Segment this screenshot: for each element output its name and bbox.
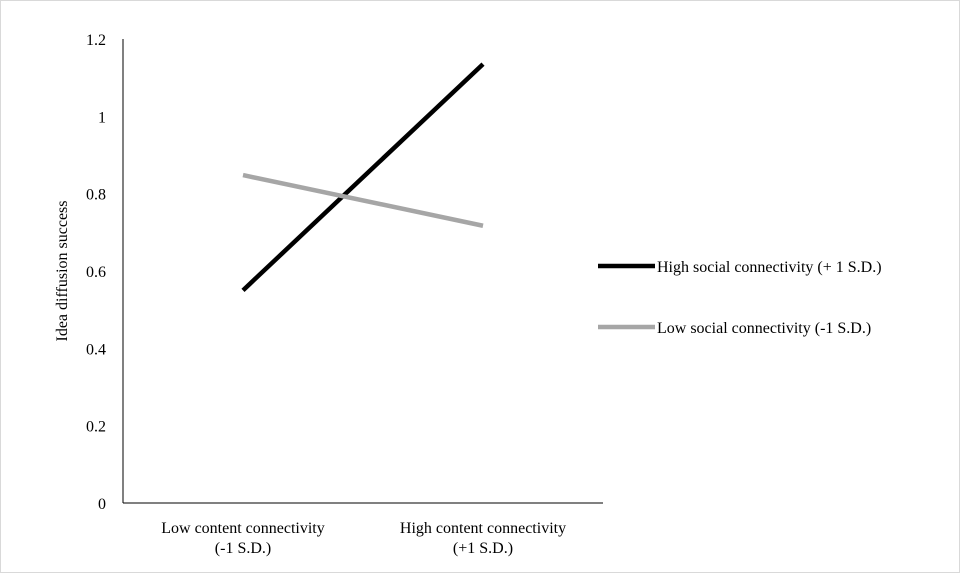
legend-label-2: Low social connectivity (-1 S.D.) <box>657 320 871 337</box>
y-tick-label: 0.4 <box>86 341 106 358</box>
legend: High social connectivity (+ 1 S.D.) Low s… <box>598 259 882 337</box>
y-axis-label: Idea diffusion success <box>54 201 71 342</box>
x-axis-categories: Low content connectivity (-1 S.D.) High co… <box>161 520 566 557</box>
x-category-label: Low content connectivity <box>161 520 325 537</box>
x-category-label: (-1 S.D.) <box>215 540 271 557</box>
y-tick-label: 0.8 <box>86 187 106 204</box>
y-tick-label: 1 <box>98 109 106 126</box>
y-axis-ticks: 0 0.2 0.4 0.6 0.8 1 1.2 <box>86 32 106 513</box>
y-tick-label: 0.2 <box>86 419 106 436</box>
series-line-1 <box>241 62 485 292</box>
x-category-label: (+1 S.D.) <box>453 540 513 557</box>
x-category-label: High content connectivity <box>400 520 566 537</box>
series-line-2 <box>242 172 484 228</box>
series-lines <box>241 62 485 292</box>
legend-label-1: High social connectivity (+ 1 S.D.) <box>657 259 882 276</box>
y-tick-label: 0.6 <box>86 264 106 281</box>
y-tick-label: 1.2 <box>86 32 106 49</box>
y-tick-label: 0 <box>98 496 106 513</box>
